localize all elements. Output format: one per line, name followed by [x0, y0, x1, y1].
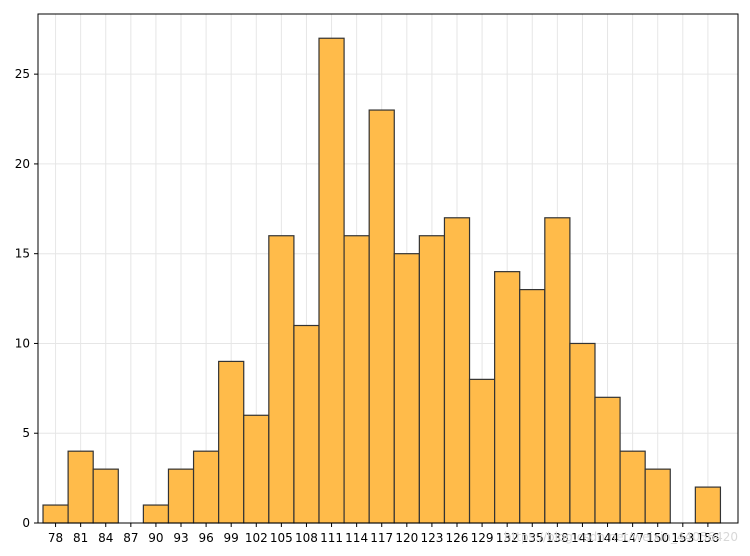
x-tick-label: 132 [496, 531, 519, 545]
x-tick-label: 102 [245, 531, 268, 545]
x-tick-label: 144 [596, 531, 619, 545]
histogram-bar [443, 217, 471, 524]
watermark-text: https://blog.csdn.net/weixin_44056420 [504, 530, 738, 544]
x-tick-label: 141 [571, 531, 594, 545]
x-tick-label: 120 [395, 531, 418, 545]
bars [42, 37, 722, 524]
y-axis-ticks: 0 5 10 15 20 25 [15, 67, 38, 530]
y-tick-label: 20 [15, 157, 30, 171]
histogram-bar [243, 414, 270, 524]
histogram-bar [142, 504, 170, 524]
histogram-bar [293, 324, 320, 524]
y-tick-label: 5 [22, 426, 30, 440]
y-tick-label: 25 [15, 67, 30, 81]
histogram-bar [418, 235, 446, 524]
histogram-bar [192, 450, 220, 524]
x-tick-label: 129 [471, 531, 494, 545]
x-tick-label: 93 [173, 531, 188, 545]
histogram-bar [519, 288, 546, 524]
x-tick-label: 81 [73, 531, 88, 545]
histogram-bar [218, 360, 245, 524]
x-tick-label: 90 [148, 531, 163, 545]
x-tick-label: 105 [270, 531, 293, 545]
x-tick-label: 138 [546, 531, 569, 545]
histogram-bar [42, 504, 69, 524]
histogram-bar [67, 450, 94, 524]
histogram-bar [468, 378, 496, 524]
histogram-bar [569, 342, 596, 524]
x-tick-label: 153 [671, 531, 694, 545]
x-tick-label: 147 [621, 531, 644, 545]
x-tick-label: 87 [123, 531, 138, 545]
histogram-bar [92, 468, 119, 524]
x-tick-label: 123 [420, 531, 443, 545]
x-tick-label: 78 [48, 531, 63, 545]
x-tick-label: 96 [198, 531, 213, 545]
x-tick-label: 84 [98, 531, 113, 545]
histogram-bar [494, 271, 521, 524]
histogram-bar [644, 468, 671, 524]
plot-area-frame [37, 13, 739, 524]
x-tick-label: 117 [370, 531, 393, 545]
histogram-bar [368, 109, 395, 524]
histogram-bar [393, 253, 420, 524]
x-tick-label: 114 [345, 531, 368, 545]
histogram-bar [594, 396, 621, 524]
x-tick-label: 99 [224, 531, 239, 545]
y-tick-label: 0 [22, 516, 30, 530]
histogram-bar [694, 486, 722, 524]
x-tick-label: 111 [320, 531, 343, 545]
x-tick-label: 156 [696, 531, 719, 545]
histogram-bar [619, 450, 646, 524]
histogram-bar [343, 235, 370, 524]
histogram-bar [268, 235, 295, 524]
x-tick-label: 150 [646, 531, 669, 545]
x-tick-label: 108 [295, 531, 318, 545]
histogram-bar [167, 468, 195, 524]
x-tick-label: 126 [446, 531, 469, 545]
y-tick-label: 10 [15, 336, 30, 350]
histogram-bar [544, 217, 571, 524]
x-axis-ticks: 78 81 84 87 90 93 96 99 102 105 108 111 114 117 120 123… [48, 523, 719, 545]
y-tick-label: 15 [15, 247, 30, 261]
histogram-bar [318, 37, 345, 524]
x-tick-label: 135 [521, 531, 544, 545]
